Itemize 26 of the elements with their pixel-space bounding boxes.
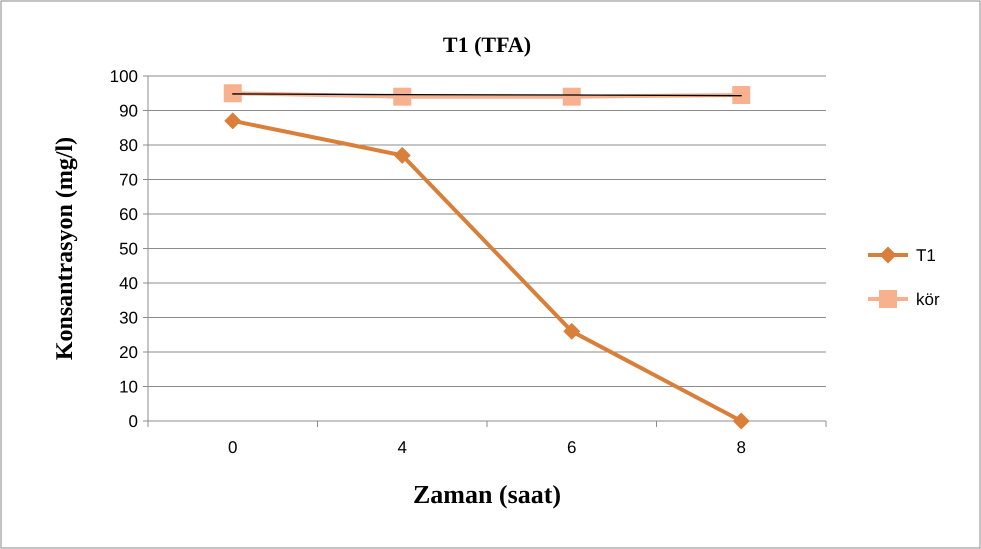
y-tick-label: 90 — [119, 101, 138, 120]
x-tick-label: 0 — [228, 438, 238, 457]
x-tick-label: 6 — [567, 438, 576, 457]
y-tick-label: 50 — [119, 239, 138, 258]
y-tick-label: 20 — [119, 342, 138, 362]
point — [393, 88, 412, 106]
y-tick-label: 0 — [128, 412, 138, 431]
point — [394, 146, 411, 164]
x-axis-title: Zaman (saat) — [412, 480, 562, 509]
point — [732, 86, 750, 104]
y-tick-label: 100 — [110, 66, 138, 86]
x-tick-label: 4 — [398, 438, 407, 457]
point — [562, 88, 581, 106]
y-tick-label: 40 — [119, 274, 138, 293]
x-tick-label: 8 — [736, 438, 746, 457]
point — [224, 84, 242, 102]
y-tick-label: 60 — [119, 204, 138, 224]
point — [563, 322, 580, 340]
y-tick-label: 30 — [119, 308, 138, 328]
legend-label: kör — [916, 290, 940, 309]
y-axis-title: Konsantrasyon (mg/l) — [52, 136, 78, 360]
y-tick-label: 80 — [119, 136, 138, 155]
y-tick-label: 70 — [119, 170, 138, 190]
chart-title: T1 (TFA) — [442, 32, 532, 57]
legend-label: T1 — [916, 246, 936, 265]
y-tick-label: 10 — [119, 377, 138, 396]
